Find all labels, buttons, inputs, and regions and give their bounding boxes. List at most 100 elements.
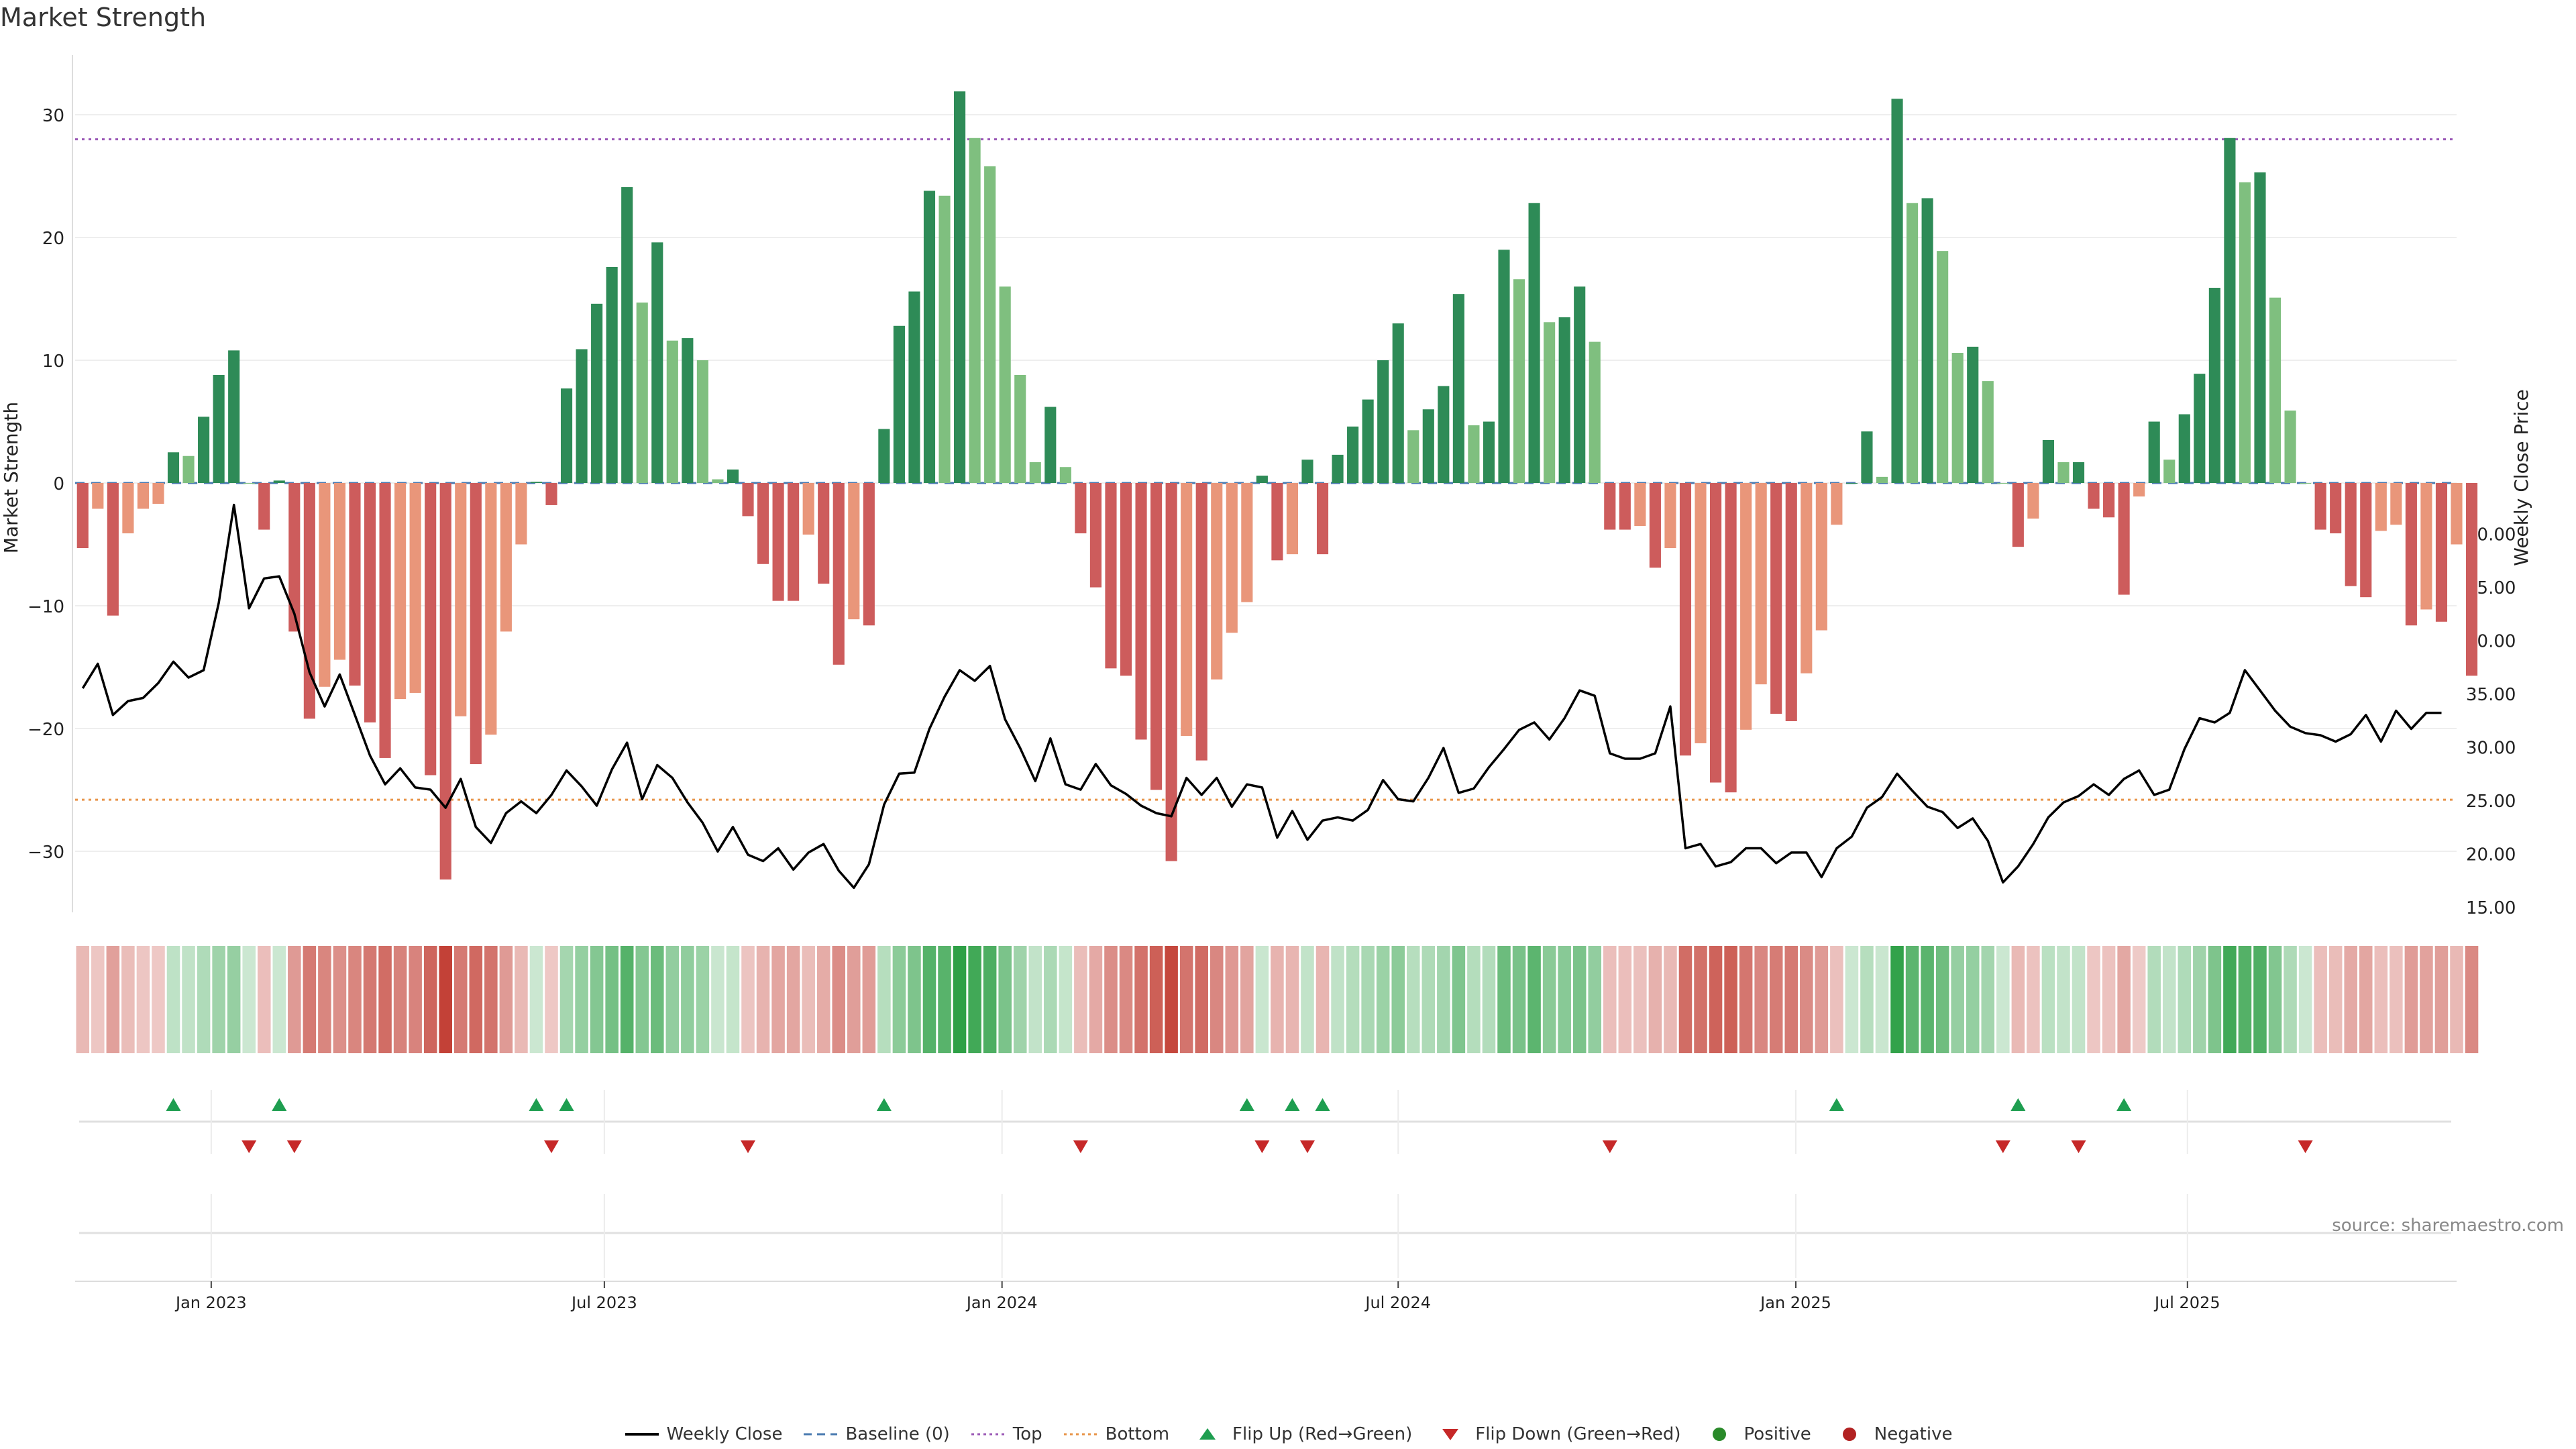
strength-bar bbox=[2012, 483, 2024, 547]
strength-bar bbox=[999, 286, 1011, 483]
strength-bar bbox=[878, 429, 890, 483]
heat-cell bbox=[2102, 946, 2116, 1053]
heat-cell bbox=[651, 946, 664, 1053]
flip-up-marker bbox=[529, 1098, 544, 1111]
heat-cell bbox=[1225, 946, 1239, 1053]
heat-cell bbox=[1497, 946, 1511, 1053]
strength-bar bbox=[319, 483, 331, 687]
heat-cell bbox=[1089, 946, 1103, 1053]
strength-bar bbox=[1937, 251, 1949, 483]
strength-bar bbox=[1528, 203, 1540, 483]
heat-cell bbox=[333, 946, 347, 1053]
heat-cell bbox=[665, 946, 680, 1053]
heat-cell bbox=[303, 946, 317, 1053]
strength-bar bbox=[606, 266, 618, 483]
strength-bars bbox=[76, 91, 2478, 880]
y-tick-label-left: −30 bbox=[28, 843, 64, 863]
strength-bar bbox=[1271, 483, 1283, 561]
flip-up-marker bbox=[2010, 1098, 2026, 1111]
strength-bar bbox=[515, 483, 527, 545]
heat-cell bbox=[2253, 946, 2267, 1053]
heat-cell bbox=[2027, 946, 2040, 1053]
strength-bar bbox=[818, 483, 830, 584]
strength-bar bbox=[1997, 483, 2009, 484]
strength-bar bbox=[1316, 483, 1329, 555]
heat-cell bbox=[1210, 946, 1224, 1053]
flip-down-marker bbox=[1995, 1140, 2010, 1153]
legend-item: Top bbox=[970, 1424, 1042, 1444]
strength-bar bbox=[772, 483, 784, 601]
heat-cell bbox=[2011, 946, 2025, 1053]
heat-cell bbox=[1527, 946, 1541, 1053]
strength-bar bbox=[1876, 476, 1888, 483]
strength-bar bbox=[727, 469, 739, 483]
heat-cell bbox=[1845, 946, 1859, 1053]
strength-bar bbox=[1513, 279, 1525, 483]
heat-cell bbox=[515, 946, 528, 1053]
heat-cell bbox=[2314, 946, 2327, 1053]
flip-up-marker bbox=[2116, 1098, 2132, 1111]
heat-cell bbox=[1376, 946, 1390, 1053]
heat-cell bbox=[1678, 946, 1693, 1053]
heat-cell bbox=[2450, 946, 2463, 1053]
strength-bar bbox=[2254, 172, 2266, 483]
y-tick-label-right: 20.00 bbox=[2466, 845, 2516, 865]
strength-bar bbox=[1649, 483, 1661, 568]
strength-bar bbox=[938, 195, 951, 483]
heat-cell bbox=[2057, 946, 2070, 1053]
heat-cell bbox=[242, 946, 256, 1053]
legend-label: Flip Up (Red→Green) bbox=[1232, 1424, 1413, 1444]
strength-bar bbox=[1679, 483, 1692, 756]
legend-swatch-dot-green bbox=[1712, 1428, 1726, 1441]
heat-cell bbox=[2132, 946, 2146, 1053]
heat-cell bbox=[1709, 946, 1723, 1053]
strength-bar bbox=[137, 483, 149, 509]
heat-cell bbox=[2268, 946, 2282, 1053]
heat-cell bbox=[2404, 946, 2418, 1053]
heat-cell bbox=[1149, 946, 1163, 1053]
heat-cell bbox=[545, 946, 558, 1053]
strength-bar bbox=[1286, 483, 1299, 555]
strength-bar bbox=[636, 302, 648, 483]
heat-cell bbox=[696, 946, 710, 1053]
strength-bar bbox=[439, 483, 451, 880]
strength-bar bbox=[2208, 288, 2220, 483]
heat-cell bbox=[182, 946, 195, 1053]
strength-bar bbox=[1407, 430, 1419, 483]
heat-cell bbox=[1951, 946, 1964, 1053]
heat-cell bbox=[1542, 946, 1556, 1053]
strength-bar bbox=[1574, 286, 1586, 483]
heat-cell bbox=[2223, 946, 2237, 1053]
legend-label: Positive bbox=[1743, 1424, 1811, 1444]
strength-bar bbox=[1256, 476, 1268, 483]
y-tick-label-left: 0 bbox=[53, 474, 64, 494]
strength-bar bbox=[379, 483, 391, 758]
strength-bar bbox=[2435, 483, 2448, 622]
x-tick-label: Jul 2023 bbox=[570, 1293, 637, 1312]
strength-bar bbox=[1029, 462, 1041, 483]
flip-up-marker bbox=[1239, 1098, 1254, 1111]
strength-bar bbox=[1059, 467, 1071, 483]
heat-cell bbox=[1361, 946, 1375, 1053]
heat-cell bbox=[1830, 946, 1843, 1053]
heat-cell bbox=[1935, 946, 1949, 1053]
strength-bar bbox=[1740, 483, 1752, 730]
strength-bar bbox=[1211, 483, 1223, 680]
flip-down-marker bbox=[544, 1140, 559, 1153]
legend-label: Weekly Close bbox=[666, 1424, 783, 1444]
strength-bar bbox=[1619, 483, 1631, 530]
y-tick-label-left: −10 bbox=[28, 597, 64, 617]
flip-down-marker bbox=[2071, 1140, 2086, 1153]
strength-bar bbox=[1664, 483, 1676, 548]
strength-bar bbox=[742, 483, 754, 517]
y-axis-right-label: Weekly Close Price bbox=[2510, 389, 2532, 566]
heat-cell bbox=[1603, 946, 1617, 1053]
strength-bar bbox=[1226, 483, 1238, 633]
y-tick-label-left: −20 bbox=[28, 720, 64, 740]
heat-cell bbox=[1648, 946, 1662, 1053]
heat-cell bbox=[484, 946, 498, 1053]
heat-cell bbox=[1285, 946, 1299, 1053]
strength-bar bbox=[1014, 374, 1026, 483]
strength-bar bbox=[2300, 483, 2312, 484]
heat-cell bbox=[1059, 946, 1073, 1053]
